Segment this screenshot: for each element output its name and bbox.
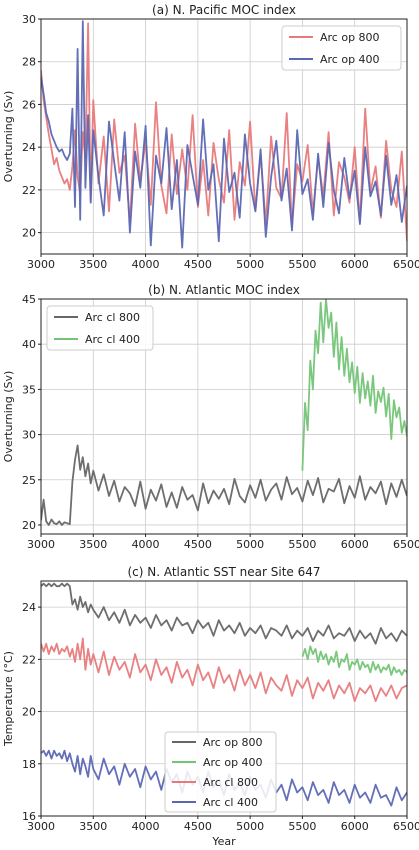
chart-title: (a) N. Pacific MOC index <box>152 3 296 17</box>
y-tick-label: 30 <box>22 429 36 442</box>
x-tick-label: 4000 <box>132 258 160 271</box>
series-line-1 <box>41 444 407 526</box>
y-tick-label: 20 <box>22 706 36 719</box>
y-axis-label: Overturning (Sv) <box>2 371 15 463</box>
series-line-2 <box>301 645 407 676</box>
y-tick-label: 35 <box>22 383 36 396</box>
x-tick-label: 4500 <box>184 258 212 271</box>
y-tick-label: 40 <box>22 338 36 351</box>
x-tick-label: 5000 <box>236 538 264 551</box>
x-tick-label: 5000 <box>236 258 264 271</box>
legend-label: Arc op 400 <box>320 53 380 66</box>
x-tick-label: 6000 <box>341 538 369 551</box>
x-tick-label: 6500 <box>393 258 419 271</box>
x-tick-label: 6500 <box>393 538 419 551</box>
x-tick-label: 3000 <box>27 258 55 271</box>
y-tick-label: 30 <box>22 13 36 26</box>
legend-box <box>164 731 277 813</box>
y-tick-label: 26 <box>22 98 36 111</box>
y-tick-label: 18 <box>22 758 36 771</box>
series-line-3 <box>41 637 407 702</box>
x-tick-label: 4500 <box>184 538 212 551</box>
series-line-1 <box>41 582 407 645</box>
y-tick-label: 24 <box>22 141 36 154</box>
x-tick-label: 6000 <box>341 258 369 271</box>
plot-frame <box>40 580 408 817</box>
x-tick-label: 3500 <box>79 538 107 551</box>
legend-label: Arc cl 800 <box>203 776 258 789</box>
legend: Arc op 800 Arc op 400 Arc cl 800 Arc cl 400 <box>164 731 277 813</box>
x-axis-label: Year <box>211 835 236 848</box>
x-tick-label: 5500 <box>288 820 316 833</box>
legend-label: Arc op 800 <box>320 31 380 44</box>
chart-title: (c) N. Atlantic SST near Site 647 <box>127 565 320 579</box>
legend-label: Arc op 400 <box>203 756 263 769</box>
y-tick-label: 20 <box>22 227 36 240</box>
x-tick-label: 3500 <box>79 820 107 833</box>
y-tick-label: 45 <box>22 293 36 306</box>
y-axis-label: Temperature (°C) <box>2 651 15 747</box>
y-tick-label: 22 <box>22 184 36 197</box>
plot-frame <box>40 18 408 255</box>
y-axis-label: Overturning (Sv) <box>2 91 15 183</box>
y-tick-label: 28 <box>22 56 36 69</box>
series-group <box>41 299 407 526</box>
y-tick-label: 22 <box>22 653 36 666</box>
panel-1: 3000 3500 4000 4500 5000 5500 6000 6500 20 22 24 26… <box>2 3 419 271</box>
panel-3: 3000 3500 4000 4500 5000 5500 6000 6500 16 18 20 22… <box>2 565 419 848</box>
legend-label: Arc op 800 <box>203 736 263 749</box>
x-tick-label: 6500 <box>393 820 419 833</box>
x-tick-label: 5000 <box>236 820 264 833</box>
legend: Arc op 800 Arc op 400 <box>281 25 402 71</box>
x-tick-label: 4000 <box>132 820 160 833</box>
x-tick-label: 4500 <box>184 820 212 833</box>
x-tick-label: 5500 <box>288 538 316 551</box>
x-tick-label: 4000 <box>132 538 160 551</box>
x-tick-label: 3000 <box>27 820 55 833</box>
panel-2: 3000 3500 4000 4500 5000 5500 6000 6500 20 25 30 35… <box>2 283 419 551</box>
x-tick-label: 3000 <box>27 538 55 551</box>
plot-frame <box>40 298 408 535</box>
x-tick-label: 5500 <box>288 258 316 271</box>
legend-label: Arc cl 400 <box>203 796 258 809</box>
series-group <box>41 20 407 249</box>
y-tick-label: 20 <box>22 519 36 532</box>
y-tick-label: 25 <box>22 474 36 487</box>
series-line-2 <box>301 299 407 471</box>
series-line-2 <box>41 20 407 249</box>
y-tick-label: 24 <box>22 601 36 614</box>
legend-label: Arc cl 800 <box>85 311 140 324</box>
x-tick-label: 3500 <box>79 258 107 271</box>
legend: Arc cl 800 Arc cl 400 <box>46 305 154 351</box>
legend-label: Arc cl 400 <box>85 333 140 346</box>
y-tick-label: 16 <box>22 810 36 823</box>
chart-title: (b) N. Atlantic MOC index <box>148 283 300 297</box>
x-tick-label: 6000 <box>341 820 369 833</box>
